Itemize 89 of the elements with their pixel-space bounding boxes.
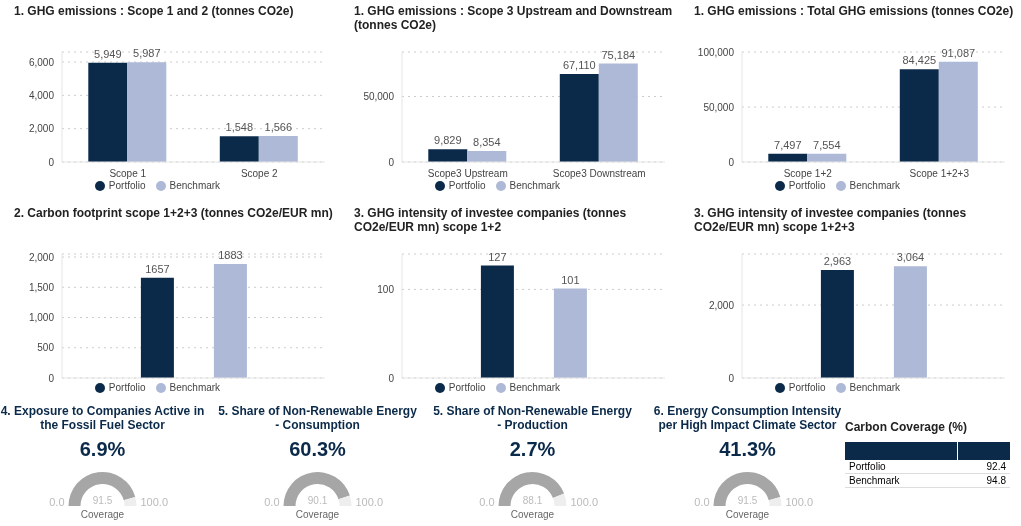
legend-label: Portfolio — [788, 382, 826, 393]
data-label: 9,829 — [434, 134, 462, 147]
text: 100.0 — [355, 496, 384, 508]
legend-label: Benchmark — [509, 180, 561, 191]
text: 0.0 — [479, 496, 495, 508]
y-tick-label: 2,000 — [28, 123, 55, 135]
legend-label: Portfolio — [448, 180, 486, 191]
y-tick-label: 2,000 — [28, 251, 55, 263]
chart-title: 1. GHG emissions : Total GHG emissions (tonnes CO2e) — [693, 4, 1015, 20]
x-tick-label: Scope 2 — [240, 168, 279, 180]
data-label: 75,184 — [601, 48, 636, 61]
data-label: 5,987 — [133, 47, 161, 60]
data-label: 8,354 — [473, 136, 501, 149]
chart-title: 6. Energy Consumption Intensity per High Impact Climate Sector — [653, 404, 842, 432]
y-tick-label: 6,000 — [28, 56, 55, 68]
text: 0.0 — [49, 496, 65, 508]
y-tick-label: 1,500 — [28, 281, 55, 293]
y-tick-label: 0 — [388, 372, 395, 384]
legend-label: Benchmark — [849, 382, 901, 393]
text: 100.0 — [570, 496, 599, 508]
data-label: 91,087 — [941, 46, 976, 59]
legend-label: Benchmark — [169, 382, 221, 393]
legend-label: Portfolio — [788, 180, 826, 191]
y-tick-label: 0 — [48, 156, 55, 168]
data-label: 91.5 — [737, 495, 758, 506]
data-label: 5,949 — [94, 47, 122, 60]
legend-label: Benchmark — [169, 180, 221, 191]
chart-subtitle: 6.9% — [78, 438, 127, 462]
x-tick-label: Scope 1+2 — [783, 168, 833, 180]
legend-label: Benchmark — [509, 382, 561, 393]
y-tick-label: 0 — [48, 372, 55, 384]
data-label: 1657 — [145, 262, 170, 275]
data-label: 127 — [488, 250, 507, 263]
legend-label: Portfolio — [108, 180, 146, 191]
slice-label: Coverage — [725, 509, 770, 520]
y-tick-label: 50,000 — [703, 101, 735, 113]
text: 0.0 — [264, 496, 280, 508]
y-tick-label: 0 — [728, 372, 735, 384]
text: Carbon Coverage (%) — [845, 420, 969, 434]
data-label: 90.1 — [307, 495, 328, 506]
slice-label: Coverage — [510, 509, 555, 520]
chart-title: 5. Share of Non-Renewable Energy - Production — [432, 404, 633, 434]
y-tick-label: 1,000 — [28, 312, 55, 324]
legend-label: Benchmark — [849, 180, 901, 191]
slice-label: Coverage — [295, 509, 340, 520]
chart-title: 3. GHG intensity of investee companies (tonnes CO2e/EUR mn) scope 1+2+3 — [693, 206, 968, 236]
data-label: 92.4 — [985, 460, 1007, 474]
data-label: 1,566 — [264, 120, 293, 133]
data-label: 94.8 — [985, 474, 1007, 488]
data-label: 1,548 — [225, 121, 254, 134]
slice-label: Coverage — [80, 509, 125, 520]
chart-title: 5. Share of Non-Renewable Energy - Consumption — [217, 404, 418, 434]
data-label: 3,064 — [896, 251, 925, 264]
x-tick-label: Scope3 Upstream — [427, 168, 508, 180]
data-label: 91.5 — [92, 495, 113, 506]
chart-title: 3. GHG intensity of investee companies (tonnes CO2e/EUR mn) scope 1+2 — [353, 206, 628, 236]
data-label: 67,110 — [562, 59, 596, 72]
data-label: 84,425 — [902, 54, 937, 67]
data-label: 1883 — [218, 249, 243, 262]
data-label: 2,963 — [823, 254, 852, 267]
chart-title: 2. Carbon footprint scope 1+2+3 (tonnes CO2e/EUR mn) — [13, 206, 334, 222]
x-tick-label: Scope 1 — [109, 168, 147, 180]
x-tick-label: Scope 1+2+3 — [909, 168, 970, 180]
chart-subtitle: 60.3% — [288, 438, 347, 462]
y-tick-label: 50,000 — [363, 91, 395, 103]
data-label: 101 — [561, 273, 580, 286]
category-label: Benchmark — [848, 474, 901, 488]
chart-subtitle: 41.3% — [718, 438, 777, 462]
text: 100.0 — [140, 496, 169, 508]
y-tick-label: 0 — [388, 156, 395, 168]
y-tick-label: 500 — [37, 342, 55, 354]
y-tick-label: 100 — [377, 283, 395, 295]
text: 100.0 — [785, 496, 814, 508]
chart-title: 1. GHG emissions : Scope 1 and 2 (tonnes CO2e) — [13, 4, 295, 20]
y-tick-label: 4,000 — [28, 89, 55, 101]
data-label: 7,497 — [774, 138, 802, 151]
legend-label: Portfolio — [108, 382, 146, 393]
chart-title: 1. GHG emissions : Scope 3 Upstream and Downstream (tonnes CO2e) — [353, 4, 674, 34]
chart-title: 4. Exposure to Companies Active in the Fossil Fuel Sector — [0, 404, 205, 434]
data-label: 88.1 — [522, 495, 543, 506]
category-label: Portfolio — [848, 460, 887, 474]
text: 0.0 — [694, 496, 710, 508]
x-tick-label: Scope3 Downstream — [552, 168, 646, 180]
data-label: 7,554 — [813, 138, 841, 151]
chart-subtitle: 2.7% — [508, 438, 557, 462]
y-tick-label: 2,000 — [708, 299, 735, 311]
y-tick-label: 0 — [728, 156, 735, 168]
legend-label: Portfolio — [448, 382, 486, 393]
y-tick-label: 100,000 — [697, 46, 735, 58]
